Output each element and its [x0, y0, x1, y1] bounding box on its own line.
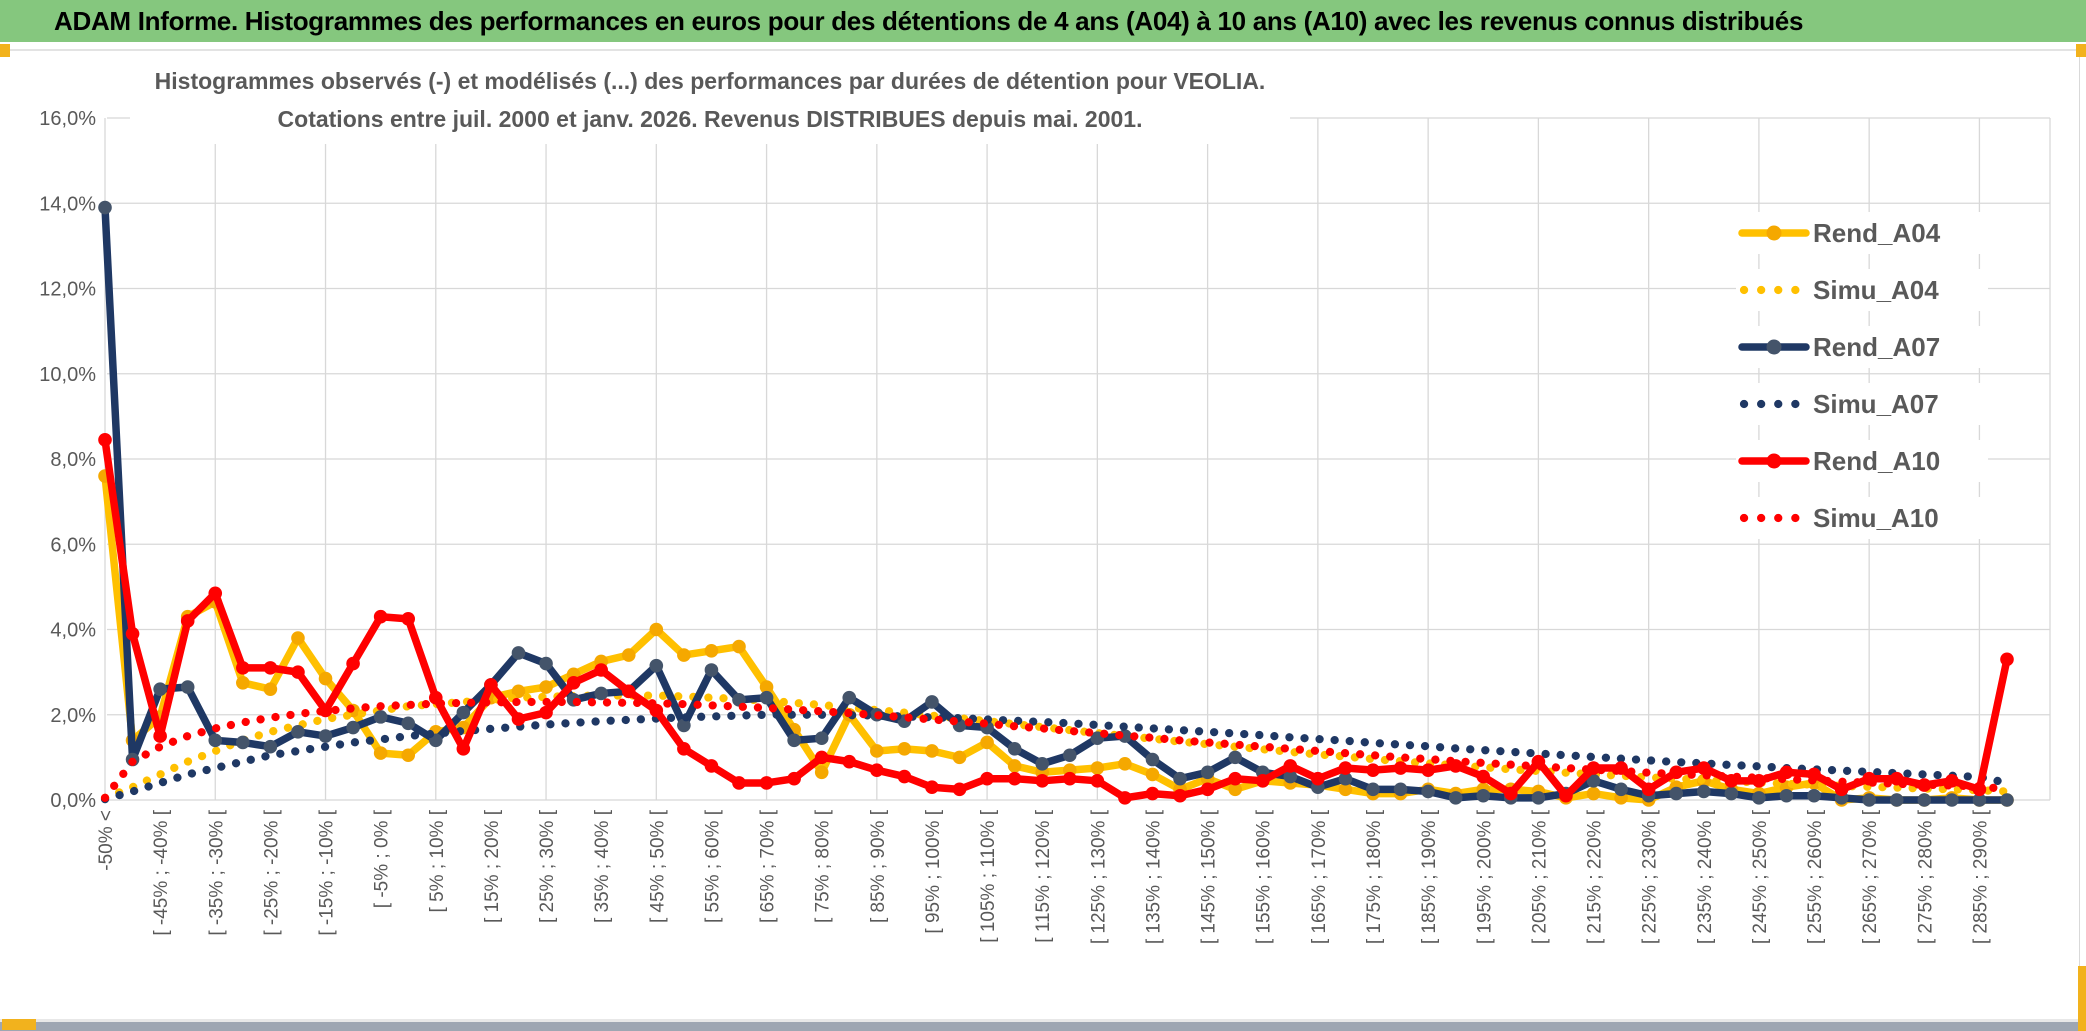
- x-tick-label: [ -15% ; -10% [: [317, 809, 338, 935]
- legend-item-Rend_A10[interactable]: Rend_A10: [1736, 440, 1988, 482]
- legend-label: Rend_A04: [1813, 218, 1941, 248]
- series-Rend_A10: [98, 433, 2014, 805]
- y-tick-label: 2,0%: [50, 705, 96, 727]
- legend-item-Simu_A04[interactable]: Simu_A04: [1736, 269, 1988, 311]
- legend-label: Simu_A07: [1813, 389, 1939, 419]
- x-tick-label: [ 95% ; 100% [: [923, 809, 944, 933]
- divider: [0, 49, 2086, 51]
- x-tick-label: [ 105% ; 110% [: [978, 809, 999, 942]
- x-tick-label: [ 165% ; 170% [: [1309, 809, 1330, 944]
- x-tick-label: [ 55% ; 60% [: [702, 809, 723, 923]
- x-tick-label: [ 65% ; 70% [: [758, 809, 779, 923]
- legend-label: Simu_A10: [1813, 503, 1939, 533]
- legend-label: Simu_A04: [1813, 275, 1939, 305]
- y-tick-label: 8,0%: [50, 449, 96, 471]
- y-tick-label: 0,0%: [50, 790, 96, 812]
- x-tick-label: [ 215% ; 220% [: [1585, 809, 1606, 944]
- x-tick-label: [ -25% ; -20% [: [261, 809, 282, 935]
- chart-title-line1: Histogrammes observés (-) et modélisés (…: [154, 68, 1266, 94]
- x-tick-label: [ 125% ; 130% [: [1088, 809, 1109, 944]
- legend-item-Simu_A07[interactable]: Simu_A07: [1736, 383, 1988, 425]
- y-tick-label: 14,0%: [39, 193, 96, 215]
- x-tick-label: [ 205% ; 210% [: [1529, 809, 1550, 944]
- y-tick-label: 6,0%: [50, 534, 96, 556]
- chart-frame-border: [2079, 52, 2080, 1019]
- x-tick-label: [ 185% ; 190% [: [1419, 809, 1440, 944]
- page-title: ADAM Informe. Histogrammes des performan…: [54, 6, 1804, 36]
- legend-item-Rend_A04[interactable]: Rend_A04: [1736, 212, 1988, 254]
- yellow-accent-bottom-right: [2078, 966, 2086, 1031]
- x-tick-label: [ 25% ; 30% [: [537, 809, 558, 923]
- legend-label: Rend_A07: [1813, 332, 1940, 362]
- y-axis-labels: 0,0% 2,0% 4,0% 6,0% 8,0% 10,0% 12,0% 14,0% 16,0%: [39, 108, 96, 812]
- x-tick-label: [ 255% ; 260% [: [1805, 809, 1826, 944]
- legend-item-Simu_A10[interactable]: Simu_A10: [1736, 497, 1988, 539]
- x-tick-label: [ 15% ; 20% [: [482, 809, 503, 923]
- x-tick-label: [ 245% ; 250% [: [1750, 809, 1771, 944]
- legend-item-Rend_A07[interactable]: Rend_A07: [1736, 326, 1988, 368]
- x-tick-label: [ -35% ; -30% [: [206, 809, 227, 935]
- x-tick-label: [ 275% ; 280% [: [1915, 809, 1936, 944]
- y-tick-label: 10,0%: [39, 364, 96, 386]
- chart-title-line2: Cotations entre juil. 2000 et janv. 2026…: [277, 106, 1143, 132]
- x-tick-label: [ 145% ; 150% [: [1199, 809, 1220, 944]
- y-tick-label: 12,0%: [39, 279, 96, 301]
- x-tick-label: [ -45% ; -40% [: [151, 809, 172, 935]
- x-tick-label: [ 115% ; 120% [: [1033, 809, 1054, 942]
- yellow-accent-top-right: [2076, 44, 2086, 57]
- x-tick-label: [ 5% ; 10% [: [427, 809, 448, 912]
- legend: Rend_A04 Simu_A04 Rend_A07 Simu_A07 Rend_A10…: [1736, 212, 1988, 539]
- x-tick-label: [ 235% ; 240% [: [1695, 809, 1716, 944]
- divider: [0, 1019, 2086, 1022]
- x-tick-label: [ -5% ; 0% [: [372, 809, 393, 908]
- x-tick-label: [ 285% ; 290% [: [1970, 809, 1991, 944]
- series-Rend_A07: [98, 200, 2014, 807]
- series-Simu_A10: [100, 697, 2012, 802]
- x-tick-label: [ 195% ; 200% [: [1474, 809, 1495, 944]
- x-tick-label: -50% <: [96, 810, 117, 871]
- x-tick-label: [ 225% ; 230% [: [1640, 809, 1661, 944]
- y-tick-label: 16,0%: [39, 108, 96, 130]
- yellow-accent-top-left: [0, 44, 10, 57]
- x-axis-labels: -50% < [ -45% ; -40% [ [ -35% ; -30% [ [ -2…: [96, 809, 1991, 944]
- legend-label: Rend_A10: [1813, 446, 1940, 476]
- x-tick-label: [ 155% ; 160% [: [1254, 809, 1275, 944]
- yellow-accent-bottom-left: [2, 1019, 36, 1030]
- x-tick-label: [ 175% ; 180% [: [1364, 809, 1385, 944]
- x-tick-label: [ 45% ; 50% [: [647, 809, 668, 923]
- bottom-status-bar: [0, 1022, 2086, 1031]
- x-tick-label: [ 75% ; 80% [: [813, 809, 834, 923]
- x-tick-label: [ 85% ; 90% [: [868, 809, 889, 923]
- x-tick-label: [ 135% ; 140% [: [1143, 809, 1164, 944]
- chart-title-block: Histogrammes observés (-) et modélisés (…: [130, 60, 1290, 144]
- y-tick-label: 4,0%: [50, 620, 96, 642]
- app-title-bar: ADAM Informe. Histogrammes des performan…: [0, 0, 2086, 42]
- x-tick-label: [ 35% ; 40% [: [592, 809, 613, 923]
- x-tick-label: [ 265% ; 270% [: [1860, 809, 1881, 944]
